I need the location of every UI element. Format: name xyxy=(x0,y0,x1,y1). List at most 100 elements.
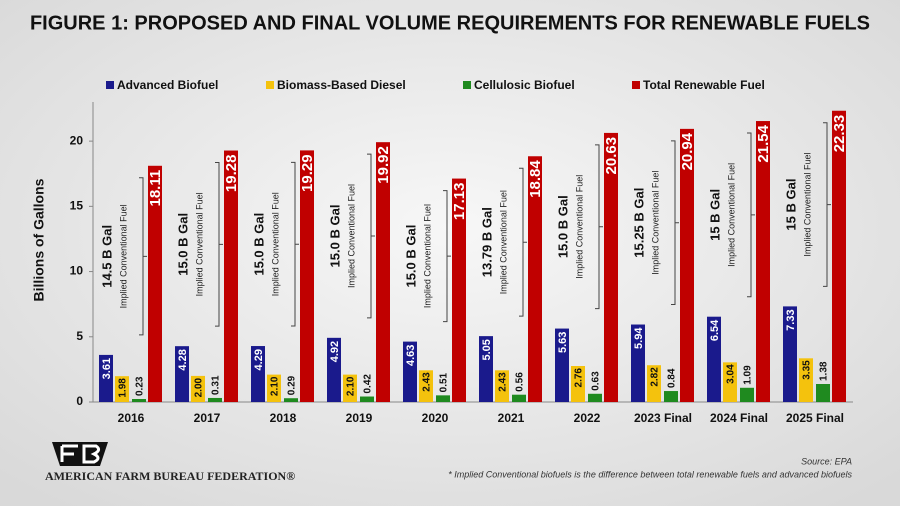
value-label: 19.92 xyxy=(375,146,392,184)
value-label: 0.23 xyxy=(135,376,146,396)
legend-swatch xyxy=(106,81,114,89)
annotation-note: Implied Conventional Fuel xyxy=(498,190,508,294)
bar xyxy=(664,391,678,402)
annotation-note: Implied Conventional Fuel xyxy=(270,192,280,296)
legend-swatch xyxy=(632,81,640,89)
bracket xyxy=(747,132,755,298)
logo-shape xyxy=(52,442,108,466)
bar xyxy=(300,150,314,402)
logo-mark xyxy=(60,444,101,464)
value-label: 0.29 xyxy=(287,375,298,395)
bar xyxy=(756,121,770,402)
bar xyxy=(495,370,509,402)
bar xyxy=(343,374,357,402)
bar xyxy=(571,366,585,402)
bracket xyxy=(823,122,831,287)
bar xyxy=(647,365,661,402)
bar xyxy=(528,156,542,402)
value-label: 18.84 xyxy=(527,160,544,198)
y-tick-label: 0 xyxy=(76,394,83,408)
bar xyxy=(740,387,754,402)
value-label: 17.13 xyxy=(451,183,468,221)
x-tick-label: 2016 xyxy=(118,411,145,425)
y-tick-label: 15 xyxy=(70,199,84,213)
bar xyxy=(148,165,162,402)
annotation: 15.0 B Gal xyxy=(251,213,266,276)
bar xyxy=(115,376,129,402)
value-label: 4.29 xyxy=(253,349,265,370)
value-label: 5.05 xyxy=(481,339,493,360)
bar xyxy=(783,306,797,402)
legend-label: Biomass-Based Diesel xyxy=(277,78,406,92)
annotation: 15.0 B Gal xyxy=(403,225,418,288)
value-label: 6.54 xyxy=(709,319,721,341)
x-tick-label: 2023 Final xyxy=(634,411,692,425)
value-label: 2.82 xyxy=(650,367,661,387)
legend-label: Advanced Biofuel xyxy=(117,78,218,92)
organization: AMERICAN FARM BUREAU FEDERATION® xyxy=(45,469,295,483)
bracket xyxy=(291,161,299,327)
bar xyxy=(555,328,569,402)
bracket xyxy=(443,190,451,323)
value-label: 21.54 xyxy=(755,124,772,162)
annotation: 13.79 B Gal xyxy=(479,207,494,277)
value-label: 2.10 xyxy=(270,376,281,396)
value-label: 19.28 xyxy=(223,155,240,193)
bar xyxy=(267,374,281,402)
value-label: 4.28 xyxy=(177,349,189,370)
annotation: 15 B Gal xyxy=(783,179,798,231)
source: Source: EPA xyxy=(801,456,852,466)
bracket xyxy=(671,140,679,306)
bar xyxy=(452,178,466,402)
y-tick-label: 5 xyxy=(76,329,83,343)
annotation: 15.0 B Gal xyxy=(327,205,342,268)
value-label: 2.76 xyxy=(574,368,585,388)
bracket xyxy=(367,153,375,319)
value-label: 0.63 xyxy=(591,371,602,391)
annotation-note: Implied Conventional Fuel xyxy=(422,204,432,308)
legend-swatch xyxy=(266,81,274,89)
bar xyxy=(604,132,618,403)
bracket xyxy=(595,144,603,310)
legend-label: Total Renewable Fuel xyxy=(643,78,765,92)
x-tick-label: 2021 xyxy=(498,411,525,425)
annotation-note: Implied Conventional Fuel xyxy=(574,175,584,279)
bar xyxy=(224,150,238,402)
value-label: 3.61 xyxy=(101,358,113,379)
legend-swatch xyxy=(463,81,471,89)
bar xyxy=(832,110,846,402)
annotation: 15.25 B Gal xyxy=(631,188,646,258)
value-label: 20.94 xyxy=(679,132,696,170)
value-label: 18.11 xyxy=(147,170,164,207)
bar xyxy=(512,394,526,402)
annotation: 15 B Gal xyxy=(707,189,722,241)
value-label: 4.63 xyxy=(405,345,417,366)
y-tick-label: 20 xyxy=(70,133,84,147)
bracket xyxy=(139,177,147,336)
value-label: 0.31 xyxy=(211,375,222,395)
annotation: 15.0 B Gal xyxy=(175,213,190,276)
x-tick-label: 2022 xyxy=(574,411,601,425)
value-label: 2.10 xyxy=(346,376,357,396)
value-label: 1.09 xyxy=(743,365,754,385)
bar xyxy=(723,362,737,402)
bar xyxy=(284,398,298,402)
x-tick-label: 2025 Final xyxy=(786,411,844,425)
value-label: 5.63 xyxy=(557,332,569,353)
annotation-note: Implied Conventional Fuel xyxy=(650,171,660,275)
bracket xyxy=(519,167,527,317)
bar xyxy=(799,358,813,402)
bar xyxy=(251,346,265,402)
annotation-note: Implied Conventional Fuel xyxy=(726,163,736,267)
bar xyxy=(360,396,374,402)
value-label: 0.84 xyxy=(667,368,678,388)
value-label: 1.38 xyxy=(819,361,830,381)
bar xyxy=(191,375,205,402)
bar xyxy=(208,397,222,402)
annotation-note: Implied Conventional Fuel xyxy=(118,204,128,308)
value-label: 5.94 xyxy=(633,327,645,349)
value-label: 0.42 xyxy=(363,374,374,394)
logo xyxy=(52,442,108,466)
annotation-note: Implied Conventional Fuel xyxy=(802,153,812,257)
